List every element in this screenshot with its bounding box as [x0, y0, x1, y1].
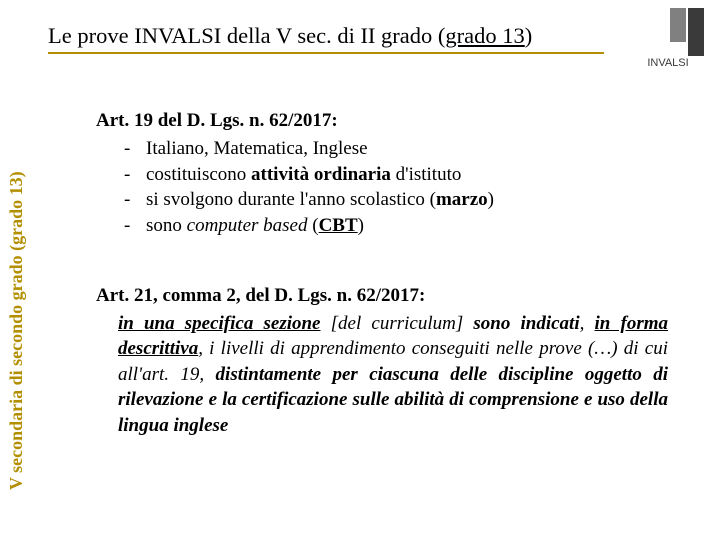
title-part-2: ): [525, 23, 533, 48]
bullet-marker: -: [124, 187, 146, 213]
art19-heading: Art. 19 del D. Lgs. n. 62/2017:: [96, 110, 668, 132]
bullet-marker: -: [124, 213, 146, 239]
slide-title: Le prove INVALSI della V sec. di II grad…: [48, 23, 532, 48]
content-area: Art. 19 del D. Lgs. n. 62/2017: - Italia…: [96, 110, 668, 439]
svg-text:INVALSI: INVALSI: [647, 57, 688, 69]
list-item: - sono computer based (CBT): [124, 213, 668, 239]
bullet-text: sono computer based (CBT): [146, 213, 364, 239]
list-item: - Italiano, Matematica, Inglese: [124, 136, 668, 162]
bullet-text: Italiano, Matematica, Inglese: [146, 136, 368, 162]
title-part-1: Le prove INVALSI della V sec. di II grad…: [48, 23, 445, 48]
art21-heading: Art. 21, comma 2, del D. Lgs. n. 62/2017…: [96, 285, 668, 307]
art19-bullets: - Italiano, Matematica, Inglese - costit…: [124, 136, 668, 239]
bullet-marker: -: [124, 162, 146, 188]
bullet-text: costituiscono attività ordinaria d'istit…: [146, 162, 461, 188]
list-item: - costituiscono attività ordinaria d'ist…: [124, 162, 668, 188]
slide-title-bar: Le prove INVALSI della V sec. di II grad…: [48, 22, 604, 54]
bullet-marker: -: [124, 136, 146, 162]
sidebar-vertical-label: V secondaria di secondo grado (grado 13): [6, 171, 27, 490]
title-underlined: grado 13: [445, 23, 524, 48]
art21-paragraph: in una specifica sezione [del curriculum…: [118, 311, 668, 439]
invalsi-logo: INVALSI: [626, 8, 710, 70]
bullet-text: si svolgono durante l'anno scolastico (m…: [146, 187, 494, 213]
list-item: - si svolgono durante l'anno scolastico …: [124, 187, 668, 213]
